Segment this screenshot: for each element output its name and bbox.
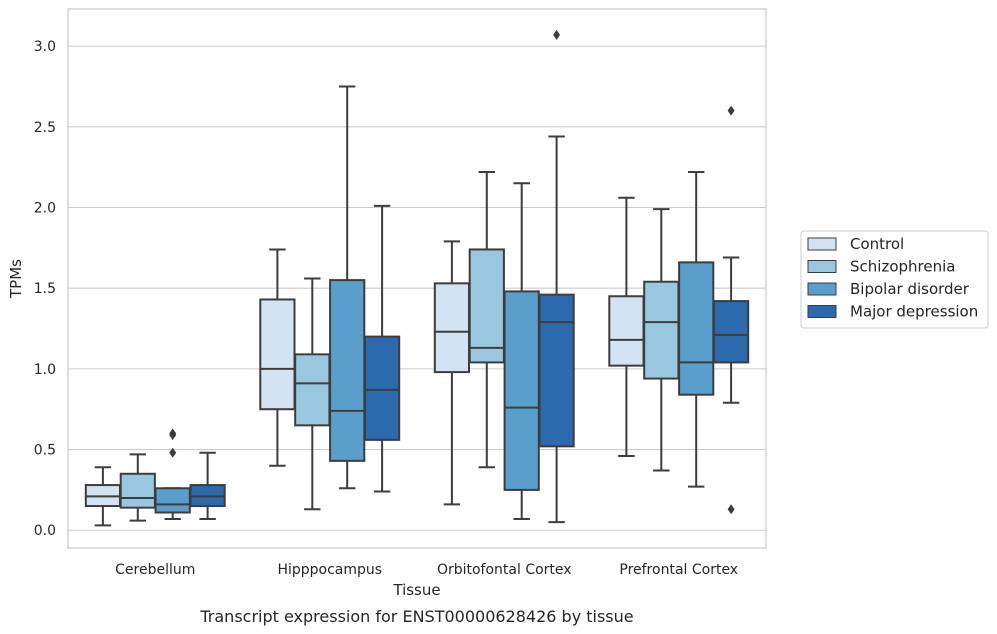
legend-swatch — [807, 282, 837, 296]
y-axis-ticks: 0.0 0.5 1.0 1.5 2.0 2.5 3.0 — [34, 39, 56, 539]
box-3 — [608, 196, 645, 458]
series-control — [84, 196, 645, 527]
series-bipolar-disorder — [154, 85, 715, 520]
legend-item: Major depression — [807, 303, 978, 321]
y-tick-label: 2.5 — [34, 120, 56, 136]
x-tick-label: Hipppocampus — [277, 562, 382, 578]
outlier-point — [169, 447, 177, 458]
box-0 — [154, 428, 191, 520]
chart-caption: Transcript expression for ENST0000062842… — [199, 607, 633, 626]
legend-label: Control — [850, 235, 904, 253]
box-body — [154, 487, 191, 514]
box-body — [712, 300, 750, 364]
legend-swatch — [807, 260, 837, 273]
box-series — [84, 29, 750, 527]
box-0 — [119, 453, 156, 522]
box-body — [608, 295, 645, 367]
box-2 — [503, 182, 540, 520]
box-2 — [538, 29, 575, 524]
legend-swatch — [807, 305, 837, 318]
box-2 — [433, 240, 471, 506]
x-axis-ticks: Cerebellum Hipppocampus Orbitofontal Corte… — [115, 562, 738, 578]
box-1 — [329, 85, 366, 490]
y-tick-label: 2.0 — [34, 200, 56, 216]
box-body — [329, 279, 366, 462]
box-body — [538, 293, 575, 448]
y-tick-label: 1.5 — [34, 281, 56, 297]
plot-frame — [67, 8, 767, 549]
legend-item: Schizophrenia — [807, 258, 955, 276]
box-body — [259, 298, 296, 411]
x-tick-label: Prefrontal Cortex — [619, 562, 738, 578]
series-major-depression — [189, 29, 750, 524]
x-tick-label: Cerebellum — [115, 562, 195, 578]
box-1 — [363, 204, 401, 493]
x-tick-label: Orbitofontal Cortex — [437, 562, 572, 578]
legend-frame — [800, 230, 989, 329]
y-tick-label: 0.5 — [34, 443, 56, 459]
box-0 — [189, 451, 226, 520]
box-body — [119, 472, 156, 509]
box-2 — [468, 170, 505, 469]
legend-label: Major depression — [850, 303, 978, 321]
box-0 — [84, 466, 122, 527]
box-body — [433, 282, 471, 374]
box-body — [643, 280, 680, 380]
box-body — [294, 353, 331, 427]
y-tick-label: 3.0 — [34, 39, 56, 55]
legend-label: Schizophrenia — [850, 258, 955, 276]
gridlines — [68, 45, 766, 531]
outlier-point — [169, 428, 177, 439]
box-3 — [712, 105, 750, 515]
legend-item: Control — [807, 235, 904, 253]
box-body — [363, 335, 401, 441]
outlier-point — [727, 105, 735, 116]
y-axis-title: TPMs — [7, 259, 25, 299]
y-tick-label: 1.0 — [34, 362, 56, 378]
legend: Control Schizophrenia Bipolar disorder Majo… — [800, 230, 989, 329]
box-body — [678, 261, 715, 396]
outlier-point — [553, 29, 561, 40]
box-body — [468, 248, 505, 364]
y-tick-label: 0.0 — [34, 523, 56, 539]
outlier-point — [727, 504, 735, 515]
box-body — [503, 290, 540, 491]
x-axis-title: Tissue — [392, 581, 440, 599]
box-3 — [643, 208, 680, 472]
legend-swatch — [807, 237, 837, 251]
legend-item: Bipolar disorder — [807, 280, 970, 298]
box-1 — [259, 248, 296, 467]
legend-label: Bipolar disorder — [850, 280, 970, 298]
